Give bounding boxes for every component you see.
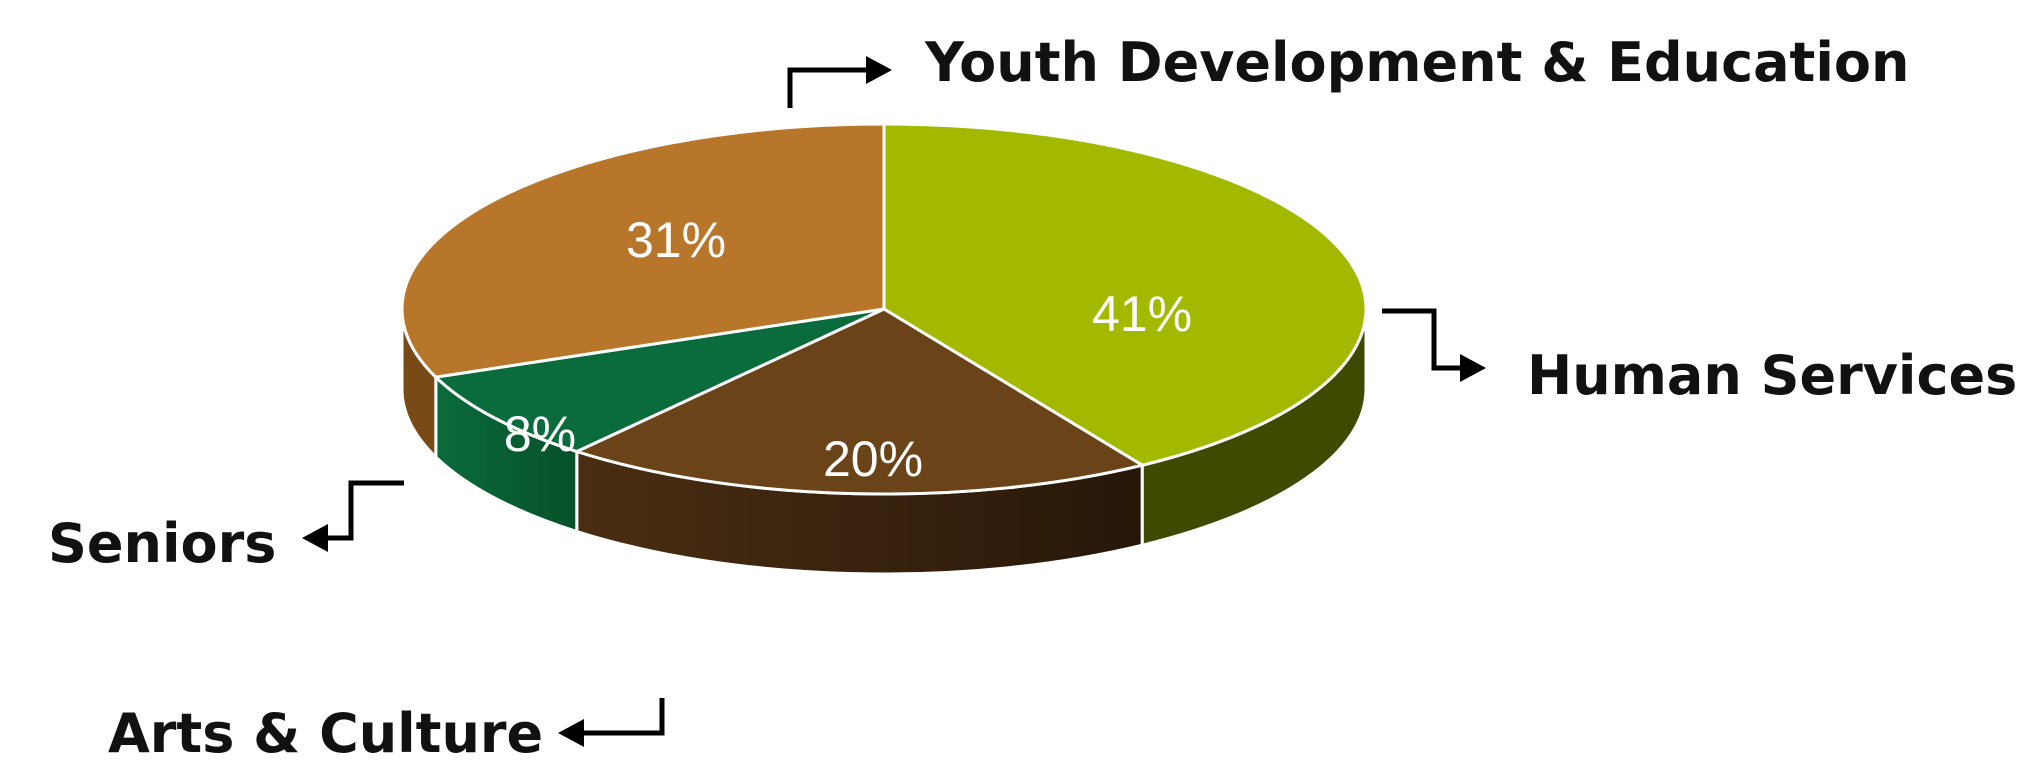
pie-side-walls bbox=[400, 308, 1368, 576]
category-label-arts-culture: Arts & Culture bbox=[108, 702, 543, 765]
category-label-youth-development: Youth Development & Education bbox=[924, 31, 1909, 94]
value-label-human-services: 41% bbox=[1092, 286, 1192, 342]
slice-arts-culture bbox=[572, 307, 1147, 496]
category-label-human-services: Human Services bbox=[1527, 344, 2017, 407]
category-label-seniors: Seniors bbox=[48, 512, 276, 575]
slice-human-services bbox=[882, 122, 1368, 467]
callout-youth-development: Youth Development & Education bbox=[787, 31, 1909, 108]
callout-arts-culture: Arts & Culture bbox=[108, 698, 665, 765]
pie-top-faces bbox=[400, 122, 1368, 496]
value-label-seniors: 8% bbox=[504, 406, 576, 462]
slice-youth-development bbox=[400, 122, 886, 379]
value-label-youth-development: 31% bbox=[626, 212, 726, 268]
slice-seniors bbox=[432, 307, 885, 454]
callout-human-services: Human Services bbox=[1382, 308, 2017, 407]
callout-seniors: Seniors bbox=[48, 480, 404, 575]
value-label-arts-culture: 20% bbox=[823, 431, 923, 487]
